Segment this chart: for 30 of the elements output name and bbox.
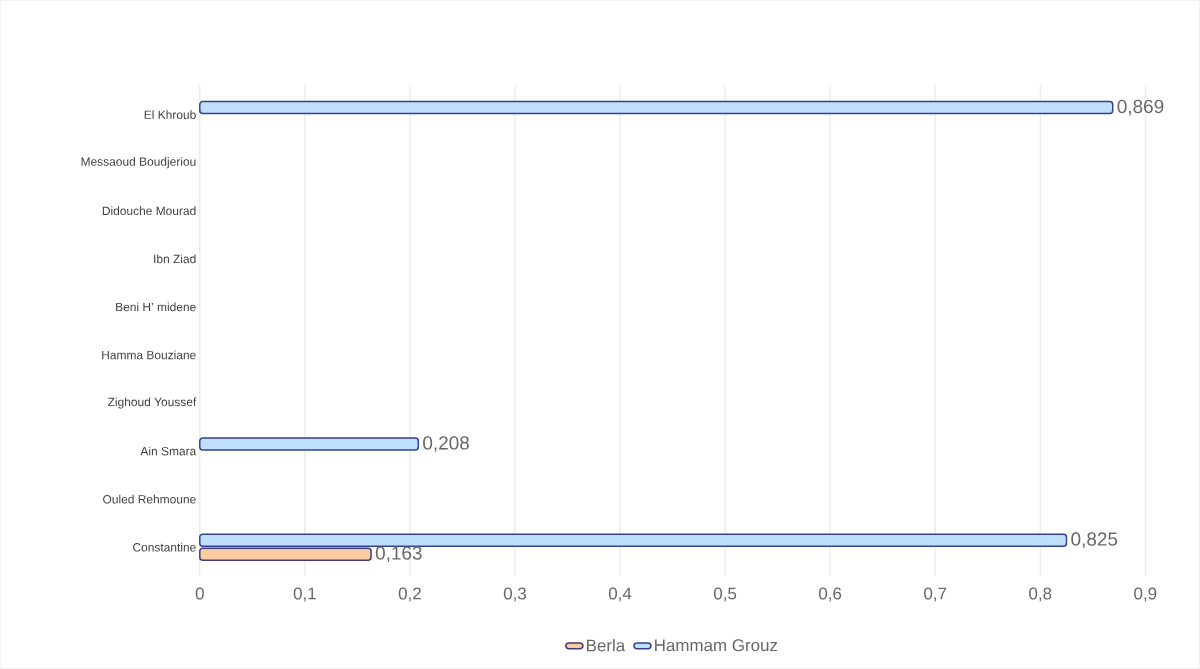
y-tick-label: Constantine [133,542,196,552]
bar [199,437,420,451]
x-tick-label: 0,2 [398,587,421,602]
legend-label: Hammam Grouz [655,639,778,652]
data-label: 0,825 [1071,532,1118,549]
x-tick-label: 0,5 [713,587,737,602]
data-label: 0,163 [375,546,422,563]
x-tick-label: 0,8 [1029,587,1052,602]
data-label: 0,869 [1117,99,1164,116]
y-tick-label: Hamma Bouziane [102,350,196,360]
x-tick-label: 0,7 [924,587,947,602]
x-tick-label: 0,9 [1134,587,1157,602]
y-tick-label: Didouche Mourad [102,206,196,216]
y-tick-label: Beni H’ midene [116,302,196,312]
y-tick-label: Ain Smara [140,446,197,456]
y-tick-label: Messaoud Boudjeriou [81,157,196,169]
bar [199,547,372,562]
y-tick-label: Ibn Ziad [154,254,196,264]
y-tick-label: El Khroub [144,110,196,120]
x-tick-label: 0 [195,587,204,600]
legend-label: Berla [587,639,626,652]
x-tick-label: 0,4 [608,587,632,602]
data-label: 0,208 [423,436,469,452]
y-tick-label: Zighoud Youssef [107,397,197,409]
x-tick-label: 0,3 [503,587,526,602]
bar [199,533,1068,548]
x-tick-label: 0,1 [293,587,316,602]
y-tick-label: Ouled Rehmoune [103,494,196,504]
x-tick-label: 0,6 [819,587,842,602]
bar [199,100,1114,115]
